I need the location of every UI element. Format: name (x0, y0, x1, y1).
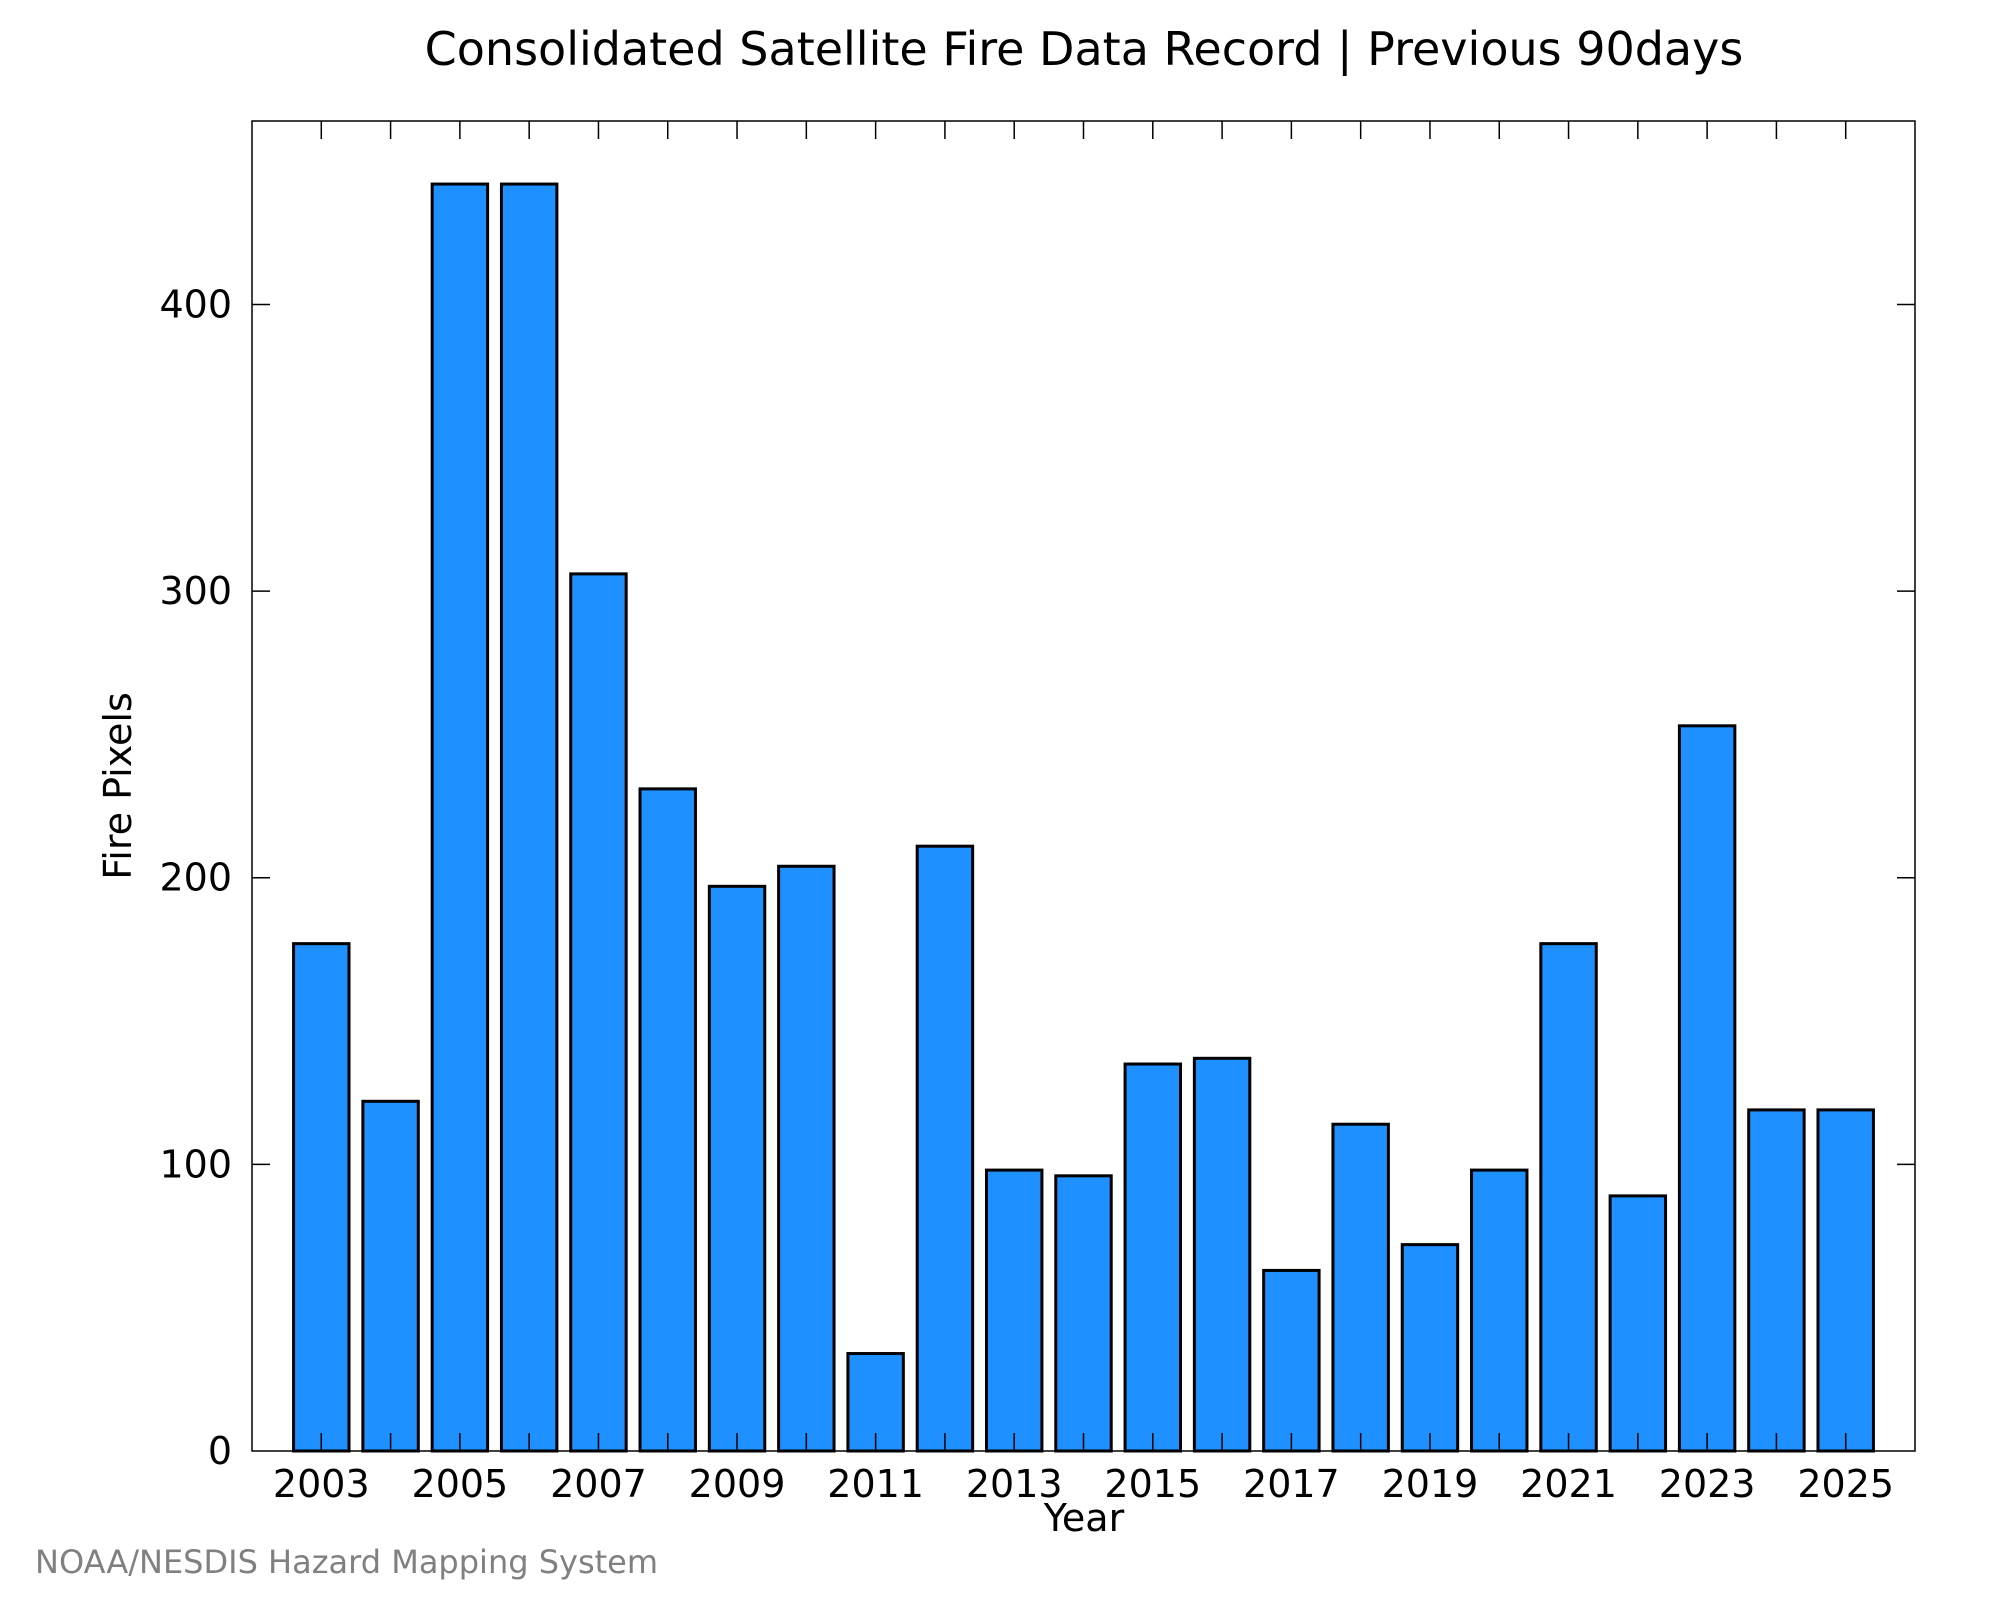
y-tick-label-200: 200 (159, 856, 232, 900)
x-tick-label-2021: 2021 (1520, 1462, 1617, 1506)
bar-2017 (1262, 1268, 1321, 1453)
bar-2015 (1123, 1062, 1183, 1453)
x-tick-label-2007: 2007 (550, 1462, 647, 1506)
bar-2023 (1677, 724, 1737, 1453)
bar-2012 (915, 844, 975, 1453)
bar-2014 (1054, 1174, 1113, 1453)
bar-2025 (1816, 1108, 1875, 1453)
ticks-group (252, 121, 1915, 1451)
x-tick-label-2009: 2009 (689, 1462, 786, 1506)
bar-2022 (1608, 1194, 1668, 1453)
bar-2013 (984, 1168, 1044, 1453)
bar-2016 (1192, 1056, 1252, 1453)
bar-2019 (1400, 1243, 1460, 1453)
y-tick-label-300: 300 (159, 569, 232, 613)
x-tick-label-2011: 2011 (827, 1462, 924, 1506)
bar-2020 (1470, 1168, 1529, 1453)
y-tick-label-100: 100 (159, 1142, 232, 1186)
bar-2008 (638, 787, 697, 1453)
bar-2003 (292, 942, 351, 1453)
source-credit: NOAA/NESDIS Hazard Mapping System (35, 1543, 658, 1581)
bar-2004 (361, 1099, 420, 1453)
x-tick-labels: 2003 2005 2007 2009 2011 2013 2015 2017 2019 2021… (273, 1462, 1894, 1506)
x-tick-label-2017: 2017 (1243, 1462, 1340, 1506)
y-axis-label: Fire Pixels (96, 692, 140, 880)
bar-2024 (1747, 1108, 1806, 1453)
bar-2007 (569, 572, 628, 1453)
bar-2006 (499, 182, 559, 1453)
bar-2009 (707, 884, 767, 1453)
x-axis-label: Year (1043, 1496, 1125, 1540)
x-tick-label-2013: 2013 (966, 1462, 1063, 1506)
x-tick-label-2015: 2015 (1104, 1462, 1201, 1506)
bar-2021 (1539, 942, 1598, 1453)
plot-frame (251, 120, 1916, 1452)
y-tick-label-0: 0 (208, 1429, 232, 1473)
x-tick-label-2005: 2005 (412, 1462, 509, 1506)
x-tick-label-2019: 2019 (1382, 1462, 1479, 1506)
y-tick-label-400: 400 (159, 282, 232, 326)
chart-title: Consolidated Satellite Fire Data Record … (425, 22, 1744, 77)
x-tick-label-2003: 2003 (273, 1462, 370, 1506)
x-tick-label-2023: 2023 (1659, 1462, 1756, 1506)
y-tick-labels: 0 100 200 300 400 (159, 282, 232, 1473)
bar-2010 (777, 864, 836, 1453)
bar-2018 (1331, 1122, 1390, 1453)
bar-2005 (430, 182, 490, 1453)
x-tick-label-2025: 2025 (1797, 1462, 1894, 1506)
bars-group (292, 182, 1875, 1453)
